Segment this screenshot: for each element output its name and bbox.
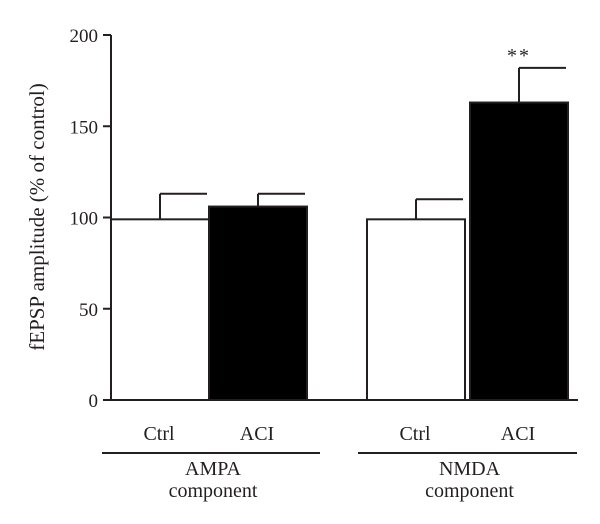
x-category-label: Ctrl bbox=[399, 423, 431, 445]
x-category-label: Ctrl bbox=[143, 423, 175, 445]
y-tick-label: 0 bbox=[89, 391, 99, 412]
group-label-line1: AMPA bbox=[185, 458, 242, 480]
bar-ampa-aci bbox=[208, 205, 308, 401]
significance-marker: ** bbox=[507, 45, 531, 67]
bar-nmda-aci bbox=[469, 101, 569, 402]
bar-nmda-ctrl bbox=[366, 218, 466, 401]
group-label-line1: NMDA bbox=[439, 458, 501, 480]
y-axis-label: fEPSP amplitude (% of control) bbox=[25, 83, 49, 351]
y-tick-label: 50 bbox=[79, 300, 98, 321]
y-tick-label: 100 bbox=[70, 209, 99, 230]
y-tick-label: 200 bbox=[70, 26, 99, 47]
y-tick-label: 150 bbox=[70, 117, 99, 138]
bar-ampa-ctrl bbox=[110, 218, 210, 401]
x-category-label: ACI bbox=[501, 423, 535, 445]
group-label-line2: component bbox=[169, 480, 258, 502]
x-category-label: ACI bbox=[240, 423, 274, 445]
group-label-line2: component bbox=[425, 480, 514, 502]
